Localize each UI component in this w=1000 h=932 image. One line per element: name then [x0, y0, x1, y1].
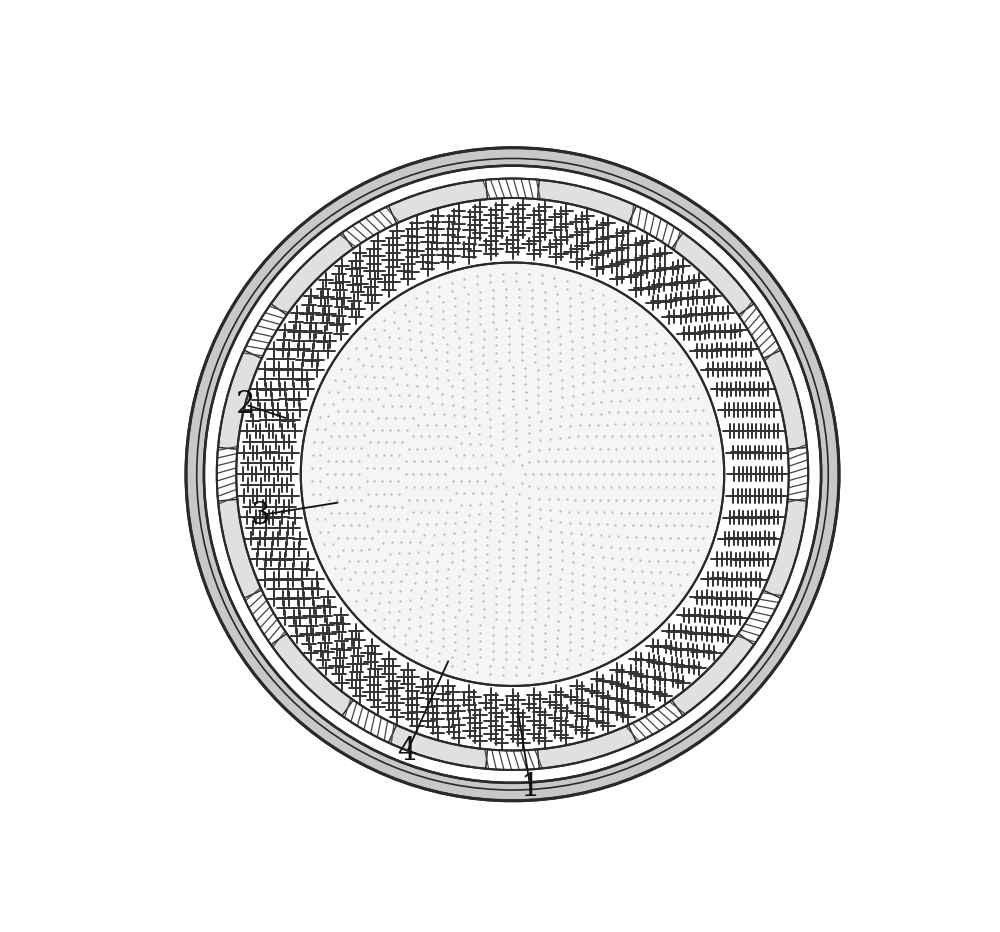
Circle shape	[236, 198, 789, 750]
Polygon shape	[486, 179, 539, 199]
Polygon shape	[628, 700, 683, 743]
Polygon shape	[342, 206, 397, 249]
Circle shape	[236, 198, 789, 750]
Polygon shape	[738, 590, 781, 645]
Polygon shape	[244, 590, 287, 645]
Polygon shape	[342, 700, 397, 743]
Text: 2: 2	[236, 390, 255, 420]
Polygon shape	[628, 206, 683, 249]
Polygon shape	[244, 304, 287, 359]
Polygon shape	[738, 304, 781, 359]
Polygon shape	[217, 447, 237, 501]
Text: 3: 3	[250, 500, 270, 530]
Circle shape	[217, 179, 808, 770]
Circle shape	[301, 263, 724, 686]
Text: 1: 1	[521, 773, 540, 803]
Circle shape	[186, 147, 839, 801]
Polygon shape	[486, 749, 539, 770]
Text: 4: 4	[397, 736, 417, 767]
Polygon shape	[788, 447, 808, 501]
Circle shape	[204, 166, 821, 783]
